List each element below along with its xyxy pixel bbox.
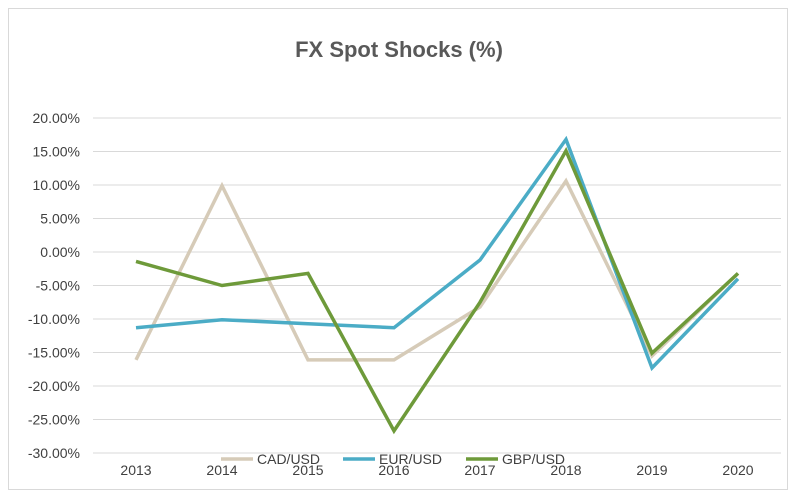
y-tick-label: 0.00% (40, 244, 80, 260)
data-point-gbp-usd (307, 272, 310, 275)
series-line-cad-usd (134, 177, 740, 362)
data-point-gbp-usd (221, 284, 224, 287)
y-tick-label: -5.00% (36, 278, 80, 294)
data-point-cad-usd (135, 358, 138, 361)
x-tick-label: 2015 (292, 462, 323, 478)
data-point-eur-usd (651, 366, 654, 369)
y-tick-label: 5.00% (40, 211, 80, 227)
y-tick-label: -25.00% (28, 412, 80, 428)
data-point-gbp-usd (737, 272, 740, 275)
data-point-cad-usd (307, 358, 310, 361)
data-point-eur-usd (479, 259, 482, 262)
legend-label-cad-usd: CAD/USD (257, 451, 320, 467)
x-tick-label: 2014 (206, 462, 237, 478)
data-point-eur-usd (221, 318, 224, 321)
data-point-eur-usd (307, 322, 310, 325)
x-tick-label: 2020 (722, 462, 753, 478)
chart-frame: FX Spot Shocks (%) (8, 8, 788, 490)
x-tick-label: 2013 (120, 462, 151, 478)
data-point-eur-usd (737, 277, 740, 280)
chart-title: FX Spot Shocks (%) (295, 37, 503, 62)
data-point-gbp-usd (651, 352, 654, 355)
series-line-gbp-usd (135, 146, 740, 435)
data-point-cad-usd (565, 179, 568, 182)
y-tick-label: 10.00% (33, 177, 80, 193)
y-tick-label: -15.00% (28, 345, 80, 361)
data-point-gbp-usd (479, 301, 482, 304)
x-tick-label: 2017 (464, 462, 495, 478)
data-point-cad-usd (393, 358, 396, 361)
y-tick-label: -30.00% (28, 445, 80, 461)
legend-label-gbp-usd: GBP/USD (502, 451, 565, 467)
y-tick-label: -10.00% (28, 311, 80, 327)
data-point-eur-usd (565, 138, 568, 141)
series-line-eur-usd (135, 135, 740, 372)
x-tick-label: 2019 (636, 462, 667, 478)
y-tick-label: 20.00% (33, 110, 80, 126)
data-point-cad-usd (221, 184, 224, 187)
data-point-gbp-usd (565, 149, 568, 152)
y-tick-label: 15.00% (33, 144, 80, 160)
data-point-eur-usd (393, 326, 396, 329)
x-tick-label: 2018 (550, 462, 581, 478)
x-tick-label: 2016 (378, 462, 409, 478)
data-point-gbp-usd (393, 429, 396, 432)
data-point-eur-usd (135, 326, 138, 329)
data-point-gbp-usd (135, 260, 138, 263)
legend-label-eur-usd: EUR/USD (379, 451, 442, 467)
y-tick-label: -20.00% (28, 378, 80, 394)
